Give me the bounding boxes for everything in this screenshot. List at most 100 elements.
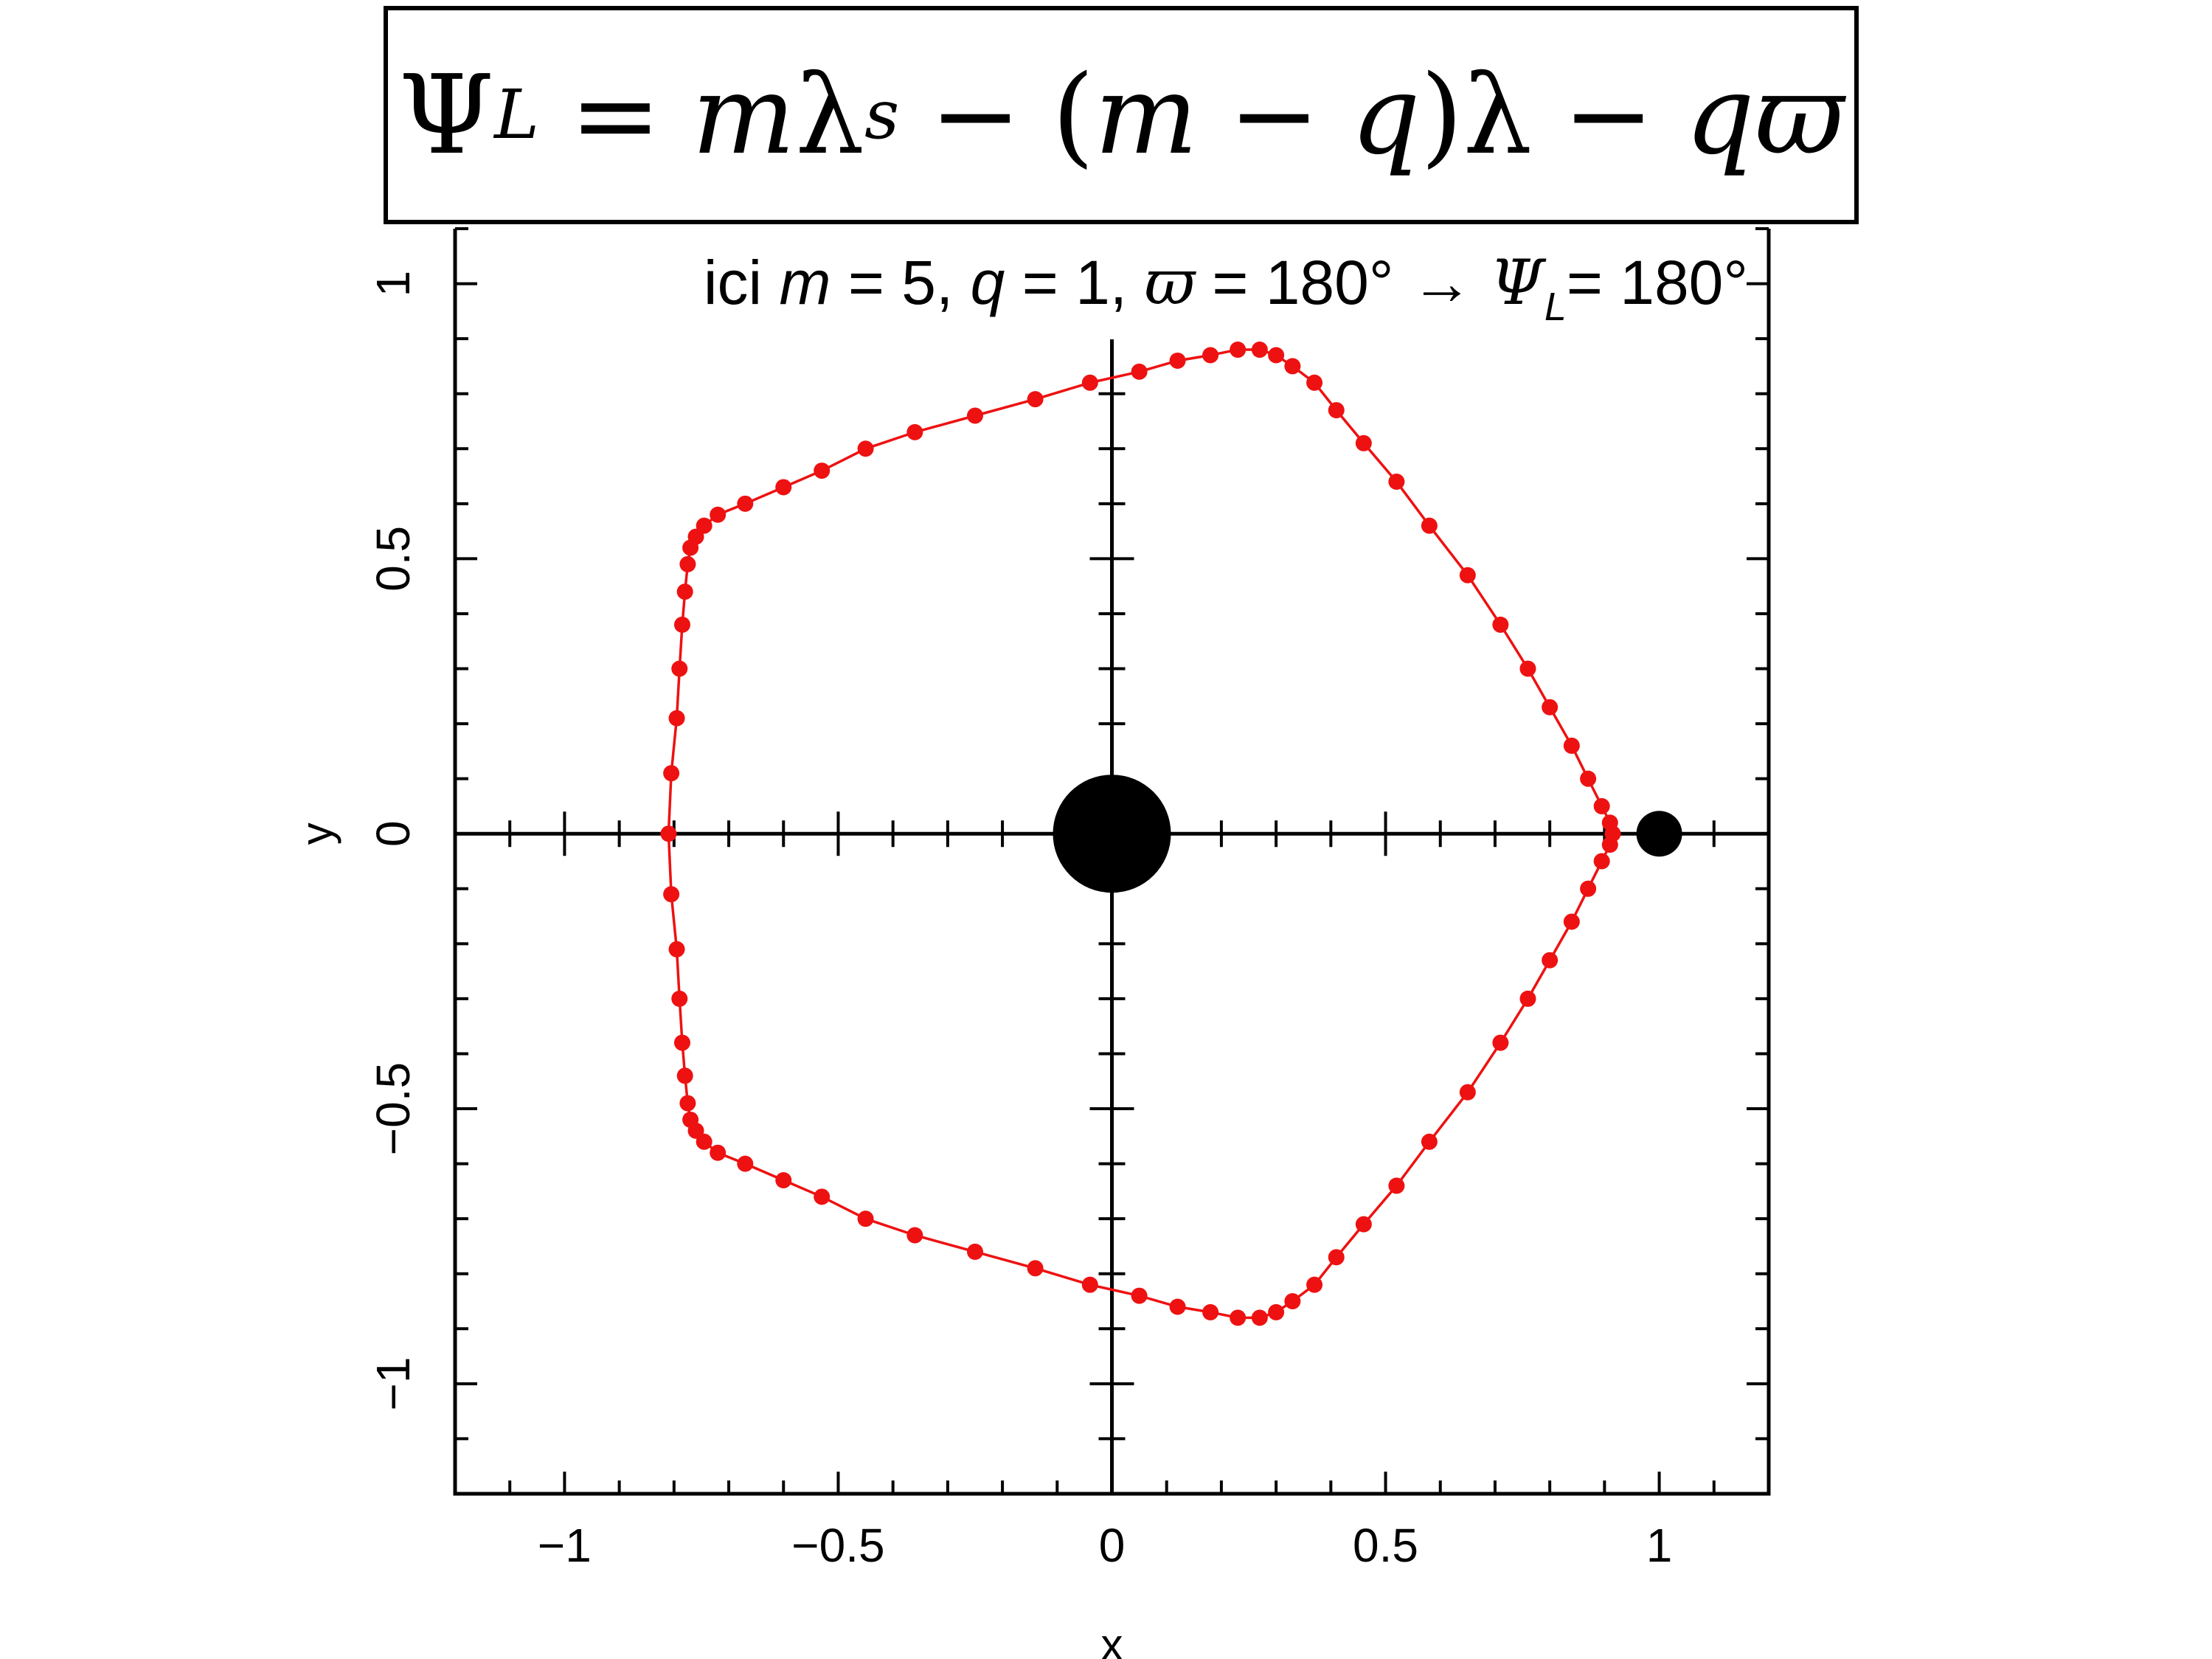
trajectory-point: [1580, 770, 1597, 787]
trajectory-point: [1563, 913, 1580, 930]
trajectory-point: [1601, 837, 1618, 853]
trajectory-point: [1306, 1276, 1323, 1293]
trajectory-point: [966, 407, 983, 424]
y-tick-label: −1: [367, 1357, 420, 1410]
formula-paren-close: ): [1420, 52, 1463, 179]
trajectory-point: [1131, 1287, 1148, 1304]
formula-m: m: [691, 52, 796, 179]
trajectory-point: [671, 990, 688, 1007]
annotation-q-symbol: q: [971, 248, 1005, 317]
x-tick-label: 0.5: [1353, 1519, 1418, 1572]
trajectory-point: [1169, 1298, 1186, 1315]
trajectory-point: [676, 1067, 693, 1084]
trajectory-point: [1593, 853, 1610, 870]
trajectory-point: [1284, 1293, 1301, 1310]
trajectory-point: [1202, 347, 1219, 364]
formula-varpi: ϖ: [1755, 52, 1844, 179]
formula-minus-3: −: [1562, 52, 1654, 179]
trajectory-point: [1542, 952, 1559, 969]
labels-layer: −1 −0.5 0 0.5 1 −1 −0.5 0 0.5 1 x y: [292, 271, 1672, 1659]
trajectory-point: [1355, 1216, 1372, 1233]
trajectory-point: [1519, 990, 1536, 1007]
x-tick-label: −0.5: [791, 1519, 884, 1572]
trajectory-point: [1328, 1249, 1345, 1266]
primary-body: [1053, 775, 1171, 893]
trajectory-point: [660, 825, 677, 842]
trajectory-point: [663, 765, 680, 782]
annotation-m-value: = 5,: [831, 248, 971, 317]
annotation-psi-subscript: L: [1544, 285, 1567, 329]
annotation-m-symbol: m: [780, 248, 831, 317]
trajectory-point: [1542, 699, 1559, 716]
annotation-varpi-value: = 180° →: [1195, 248, 1490, 317]
trajectory-point: [1230, 1309, 1247, 1326]
trajectory-point: [1268, 347, 1285, 364]
trajectory-point: [1027, 1260, 1044, 1277]
trajectory-point: [696, 517, 713, 534]
x-tick-label: 1: [1646, 1519, 1673, 1572]
y-tick-label: 1: [367, 271, 420, 297]
trajectory-point: [737, 495, 754, 512]
trajectory-point: [966, 1243, 983, 1260]
formula-minus-1: −: [929, 52, 1022, 179]
formula-equals: =: [569, 52, 662, 179]
trajectory-point: [679, 555, 696, 572]
trajectory-point: [679, 1095, 696, 1112]
formula-lambda-s-subscript: s: [864, 75, 900, 155]
y-tick-label: 0: [367, 820, 420, 847]
y-axis-title: y: [292, 822, 341, 845]
annotation: ici m = 5, q = 1, ϖ = 180° → ΨL= 180°: [704, 246, 1748, 329]
trajectory-point: [1580, 880, 1597, 897]
trajectory-point: [775, 1171, 792, 1188]
formula-q-1: q: [1351, 52, 1421, 179]
annotation-varpi-symbol: ϖ: [1144, 246, 1196, 319]
trajectory-point: [775, 479, 792, 496]
trajectory-point: [710, 506, 727, 523]
x-tick-label: 0: [1099, 1519, 1126, 1572]
trajectory-point: [1388, 1177, 1405, 1194]
trajectory-point: [1492, 1034, 1509, 1051]
formula-q-2: q: [1685, 52, 1755, 179]
trajectory-point: [1421, 517, 1438, 534]
trajectory-point: [814, 1188, 831, 1205]
trajectory-point: [1230, 342, 1247, 359]
formula-psi-subscript: L: [494, 75, 540, 155]
formula-psi: Ψ: [398, 52, 495, 179]
formula-minus-2: −: [1228, 52, 1320, 179]
trajectory-point: [1081, 374, 1098, 391]
trajectory-point: [1202, 1303, 1219, 1320]
trajectory-point: [1131, 363, 1148, 380]
trajectory-point: [906, 1227, 923, 1244]
secondary-body: [1636, 811, 1682, 857]
formula-m-2: m: [1094, 52, 1199, 179]
trajectory-point: [1459, 1084, 1476, 1101]
trajectory-point: [673, 616, 690, 633]
y-tick-label: 0.5: [367, 526, 420, 592]
formula-paren-open: (: [1052, 52, 1095, 179]
trajectory-point: [671, 660, 688, 677]
trajectory-point: [857, 440, 874, 457]
trajectory-point: [906, 423, 923, 440]
trajectory-point: [1355, 434, 1372, 451]
trajectory-point: [673, 1034, 690, 1051]
y-tick-label: −0.5: [367, 1062, 420, 1155]
trajectory-point: [682, 1111, 699, 1128]
annotation-psi-symbol: Ψ: [1490, 246, 1547, 319]
bodies-layer: [1053, 775, 1682, 893]
annotation-q-value: = 1,: [1005, 248, 1144, 317]
trajectory-point: [1169, 352, 1186, 369]
trajectory-point: [1306, 374, 1323, 391]
trajectory-point: [1563, 737, 1580, 754]
trajectory-point: [668, 941, 685, 957]
trajectory-point: [710, 1144, 727, 1161]
annotation-psi-value: = 180°: [1567, 248, 1748, 317]
trajectory-point: [1268, 1303, 1285, 1320]
trajectory-point: [1251, 1309, 1268, 1326]
trajectory-point: [1519, 660, 1536, 677]
trajectory-point: [1027, 391, 1044, 408]
trajectory-point: [1593, 797, 1610, 814]
formula-lambda-s: λ: [795, 52, 865, 179]
trajectory-point: [1459, 567, 1476, 583]
